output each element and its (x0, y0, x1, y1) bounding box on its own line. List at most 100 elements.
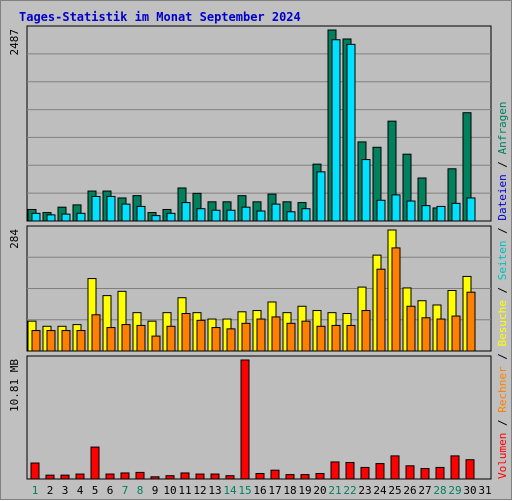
bar-volumen (285, 474, 295, 480)
bar-rechner (451, 315, 461, 352)
bar-dateien (436, 205, 446, 222)
bar-volumen (60, 474, 70, 480)
bar-dateien (211, 209, 221, 222)
plot-area-top (26, 25, 492, 222)
x-tick-label: 28 (433, 484, 446, 497)
x-tick-label: 7 (122, 484, 129, 497)
bar-volumen (165, 475, 175, 480)
bar-dateien (466, 197, 476, 222)
bar-dateien (451, 202, 461, 222)
bar-volumen (360, 466, 370, 480)
bar-dateien (241, 206, 251, 222)
bar-dateien (106, 195, 116, 222)
bar-volumen (375, 463, 385, 480)
bar-rechner (331, 324, 341, 352)
legend-separator: / (496, 221, 509, 241)
x-tick-label: 8 (137, 484, 144, 497)
right-legend: Volumen / Rechner / Besuche / Seiten / D… (496, 101, 509, 479)
bar-dateien (301, 208, 311, 222)
bar-volumen (75, 473, 85, 480)
bar-volumen (30, 462, 40, 480)
x-tick-label: 9 (152, 484, 159, 497)
bar-rechner (466, 291, 476, 352)
legend-entry-seiten: Seiten (496, 241, 509, 281)
bar-volumen (90, 446, 100, 480)
bar-rechner (241, 322, 251, 352)
x-tick-label: 11 (178, 484, 191, 497)
x-tick-label: 5 (92, 484, 99, 497)
x-tick-label: 14 (223, 484, 237, 497)
y-max-label-middle: 284 (8, 229, 21, 249)
plot-area-bottom (26, 355, 492, 480)
bar-rechner (46, 330, 56, 352)
legend-entry-dateien: Dateien (496, 174, 509, 220)
bar-dateien (121, 203, 131, 222)
chart-title: Tages-Statistik im Monat September 2024 (19, 10, 301, 24)
bar-dateien (166, 212, 176, 222)
x-tick-label: 4 (77, 484, 84, 497)
legend-entry-rechner: Rechner (496, 366, 509, 413)
x-tick-label: 15 (238, 484, 251, 497)
bar-dateien (421, 205, 431, 222)
legend-entry-anfragen: Anfragen (496, 101, 509, 154)
bar-rechner (301, 320, 311, 352)
x-tick-label: 27 (418, 484, 431, 497)
bar-rechner (391, 247, 401, 352)
bar-dateien (376, 199, 386, 222)
bar-rechner (346, 324, 356, 352)
bar-rechner (151, 335, 161, 352)
bar-rechner (61, 330, 71, 352)
bar-dateien (316, 171, 326, 222)
x-tick-label: 1 (32, 484, 39, 497)
bar-dateien (271, 203, 281, 222)
y-max-label-bottom: 10.81 MB (8, 359, 21, 412)
bar-volumen (255, 472, 265, 480)
x-tick-label: 29 (448, 484, 461, 497)
x-tick-label: 30 (463, 484, 476, 497)
bar-volumen (225, 475, 235, 480)
bar-dateien (136, 205, 146, 222)
bar-dateien (91, 195, 101, 222)
bar-volumen (150, 476, 160, 480)
x-tick-label: 22 (343, 484, 356, 497)
bar-dateien (406, 200, 416, 222)
bar-volumen (300, 474, 310, 480)
bar-rechner (256, 318, 266, 352)
bar-volumen (120, 472, 130, 480)
bar-rechner (316, 325, 326, 352)
bar-rechner (271, 316, 281, 352)
x-tick-label: 24 (373, 484, 387, 497)
bar-rechner (106, 327, 116, 352)
bar-rechner (91, 314, 101, 352)
x-tick-label: 20 (313, 484, 326, 497)
bar-volumen (390, 455, 400, 480)
bar-dateien (31, 212, 41, 222)
bar-dateien (151, 215, 161, 222)
bar-volumen (345, 461, 355, 480)
bar-rechner (376, 268, 386, 352)
bar-volumen (135, 471, 145, 480)
x-tick-label: 21 (328, 484, 341, 497)
bar-rechner (436, 318, 446, 352)
bar-dateien (361, 159, 371, 222)
x-tick-label: 19 (298, 484, 311, 497)
bar-rechner (226, 328, 236, 352)
y-max-label-top: 2487 (8, 29, 21, 56)
bar-rechner (76, 330, 86, 352)
bar-rechner (361, 310, 371, 352)
bar-dateien (196, 208, 206, 222)
bar-rechner (286, 322, 296, 352)
bar-volumen (180, 472, 190, 480)
legend-entry-besuche: Besuche (496, 300, 509, 346)
bar-rechner (406, 305, 416, 352)
bar-rechner (166, 325, 176, 352)
bar-rechner (121, 324, 131, 352)
x-tick-label: 17 (268, 484, 281, 497)
bar-volumen (240, 359, 250, 480)
bar-dateien (181, 202, 191, 222)
x-tick-label: 26 (403, 484, 416, 497)
bar-volumen (465, 459, 475, 480)
x-tick-label: 23 (358, 484, 371, 497)
